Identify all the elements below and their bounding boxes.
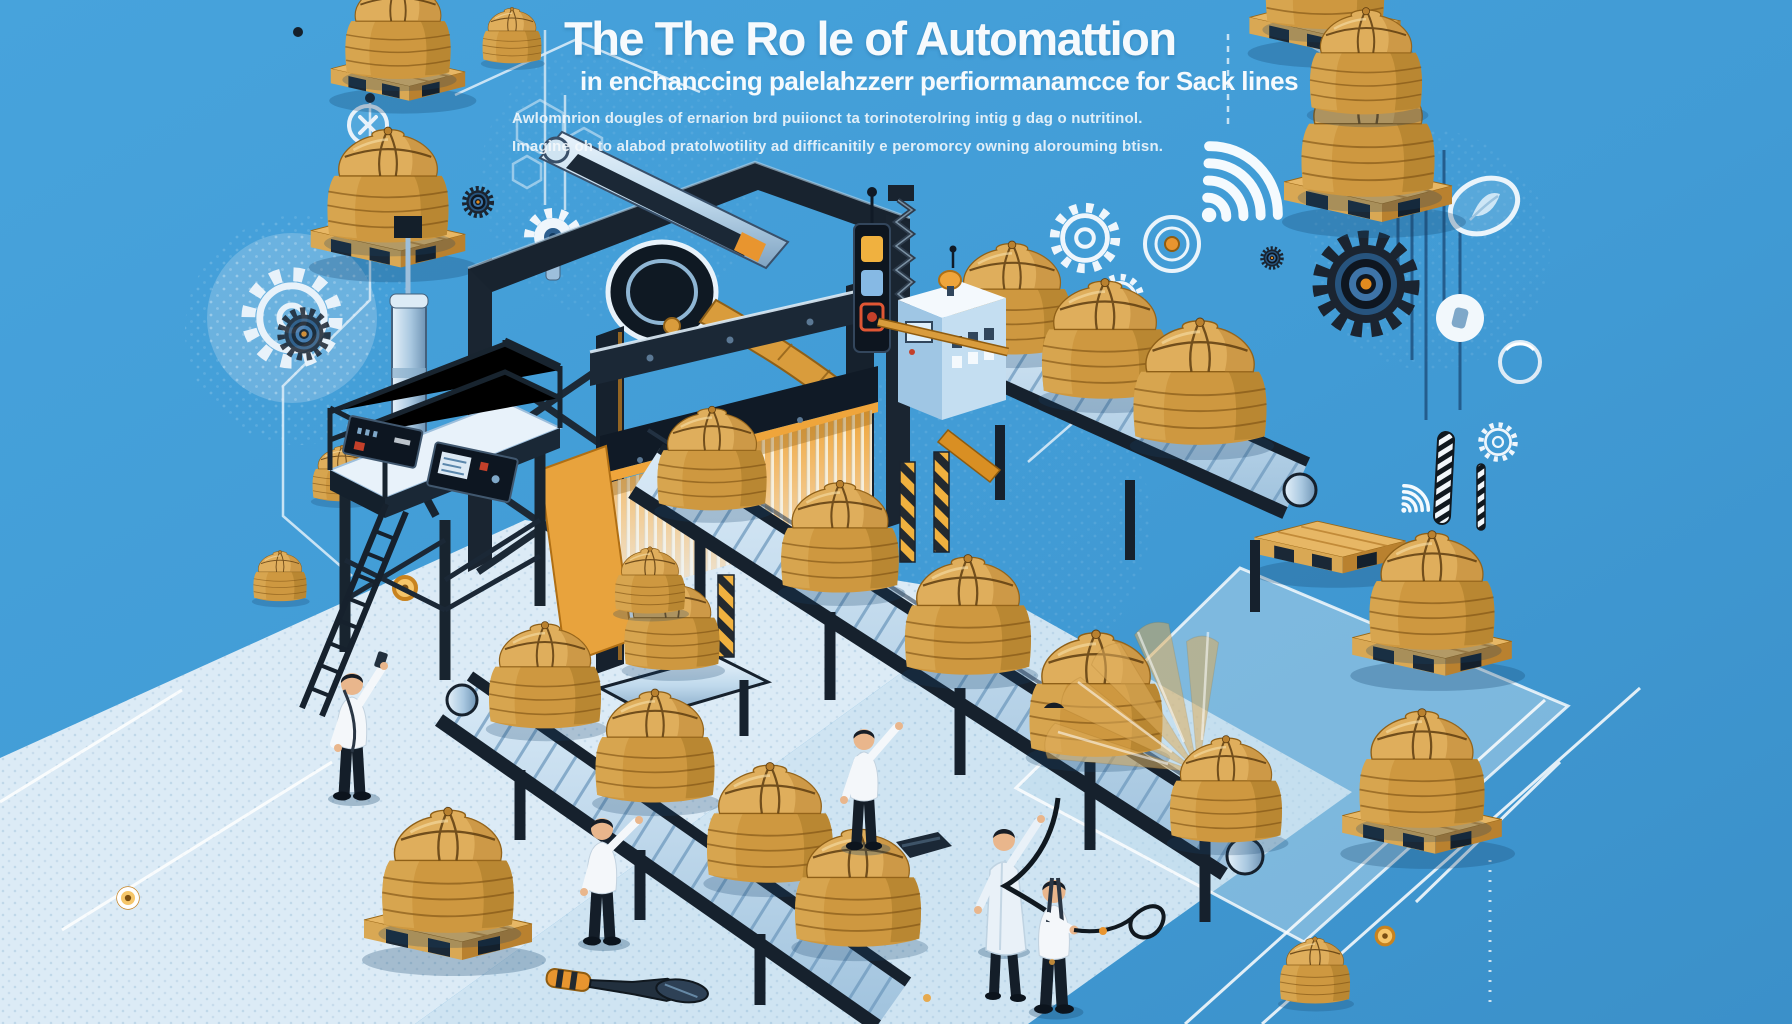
ladder: [299, 502, 409, 718]
hmi-display-panel: [342, 415, 424, 469]
roller-boom: [538, 130, 790, 270]
technician-cable: [999, 702, 1166, 1020]
white-badge-icon: [1436, 294, 1484, 342]
worker-packing-line: [578, 816, 643, 951]
worker-main-line: [840, 722, 903, 855]
worker-supervisor: [328, 651, 388, 806]
screwdriver-tool: [545, 968, 709, 1004]
main-conveyor: [628, 405, 1290, 922]
sack-spray-fan: [1044, 621, 1290, 857]
operator-platform: [299, 337, 563, 718]
floor-props: [545, 832, 1055, 1004]
workers: [328, 651, 1166, 1020]
brass-bar: [877, 319, 1009, 355]
striped-drill-bit: [1433, 431, 1486, 531]
engineer-lab-coat: [974, 815, 1045, 1002]
frame-braces: [476, 357, 614, 575]
hmi-display-panel: [426, 441, 519, 503]
cable-loop: [1128, 904, 1166, 940]
platform-railing: [327, 337, 563, 498]
packing-conveyor: [434, 620, 930, 1024]
hazard-posts: [717, 451, 950, 658]
